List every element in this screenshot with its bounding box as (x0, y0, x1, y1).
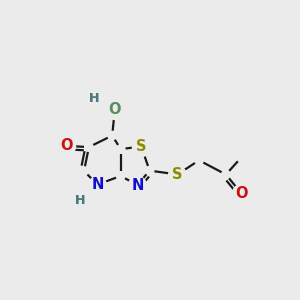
Text: O: O (60, 138, 73, 153)
Text: H: H (74, 194, 85, 207)
Text: S: S (136, 139, 146, 154)
Text: N: N (91, 177, 104, 192)
Text: H: H (89, 92, 100, 105)
Text: O: O (109, 102, 121, 117)
Text: H: H (74, 194, 85, 207)
Text: H: H (89, 92, 100, 105)
Text: O: O (235, 186, 247, 201)
Text: S: S (172, 167, 183, 182)
Text: N: N (131, 178, 143, 193)
